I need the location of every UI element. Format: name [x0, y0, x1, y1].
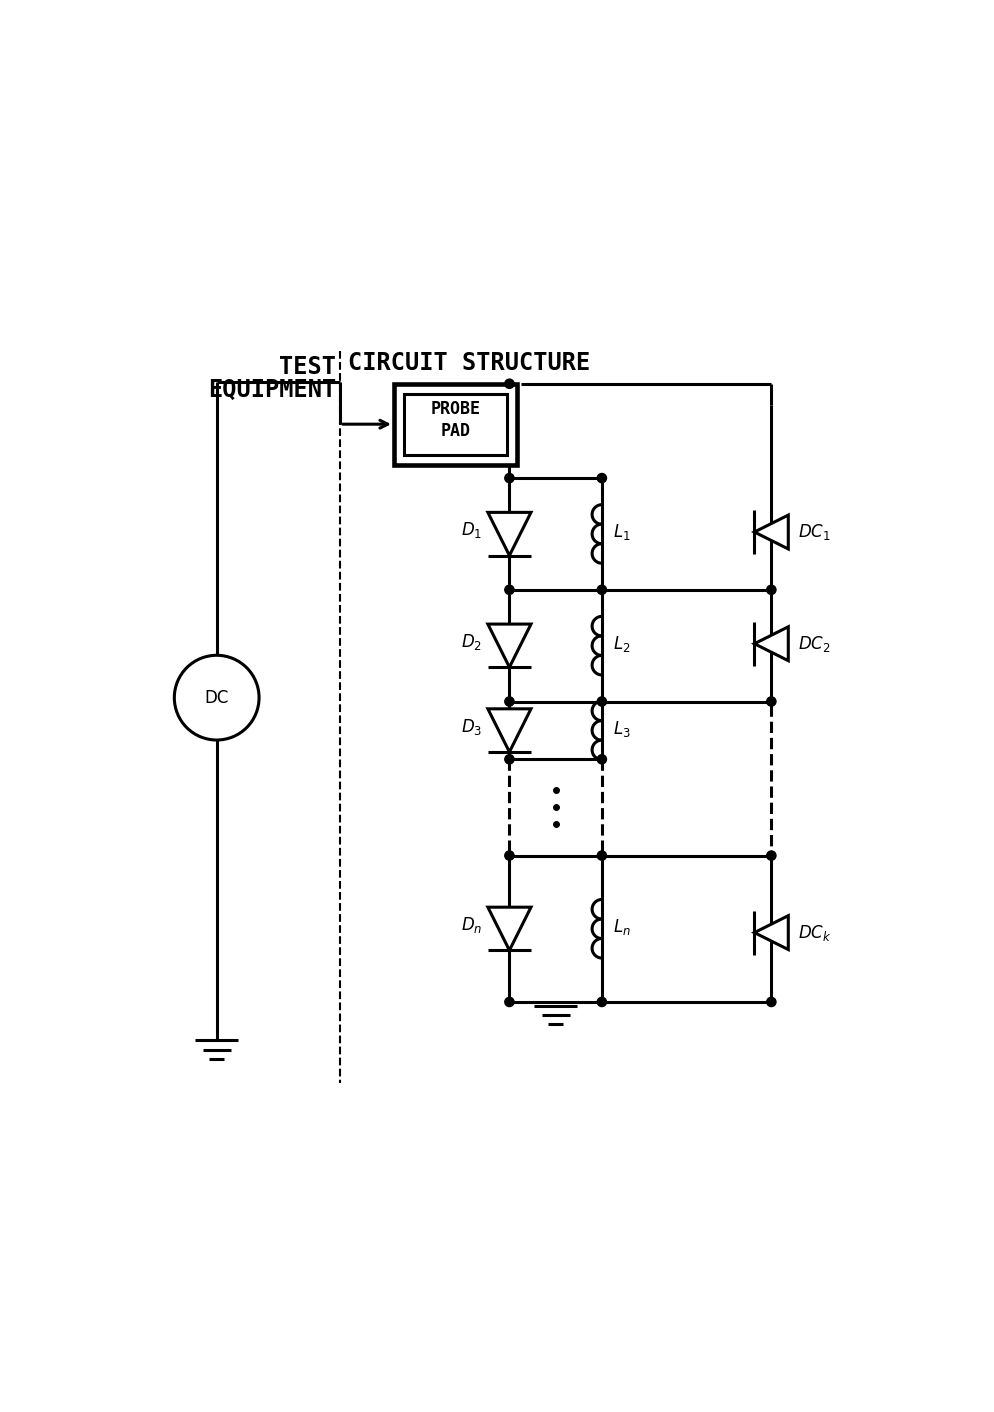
Bar — [404, 394, 507, 455]
Circle shape — [766, 997, 776, 1007]
Circle shape — [505, 851, 514, 860]
Polygon shape — [488, 709, 531, 753]
Text: $L_1$: $L_1$ — [613, 522, 631, 542]
Circle shape — [505, 754, 514, 764]
Circle shape — [597, 851, 606, 860]
Circle shape — [597, 473, 606, 483]
Text: $D_3$: $D_3$ — [461, 716, 482, 737]
Text: TEST: TEST — [279, 354, 336, 378]
Circle shape — [766, 585, 776, 594]
Circle shape — [597, 698, 606, 706]
Circle shape — [505, 698, 514, 706]
Text: $L_n$: $L_n$ — [613, 918, 631, 938]
Circle shape — [766, 851, 776, 860]
Text: PROBE
PAD: PROBE PAD — [430, 400, 480, 441]
Circle shape — [505, 378, 514, 388]
Polygon shape — [754, 915, 788, 949]
Circle shape — [505, 997, 514, 1007]
Text: DC: DC — [205, 689, 229, 706]
Circle shape — [505, 473, 514, 483]
Circle shape — [505, 585, 514, 594]
Text: $DC_1$: $DC_1$ — [797, 522, 830, 542]
Polygon shape — [488, 907, 531, 950]
Polygon shape — [754, 515, 788, 549]
Polygon shape — [488, 513, 531, 555]
Text: $L_3$: $L_3$ — [613, 719, 631, 738]
Text: $D_1$: $D_1$ — [461, 520, 482, 541]
Text: EQUIPMENT: EQUIPMENT — [208, 378, 336, 402]
Circle shape — [766, 698, 776, 706]
Polygon shape — [754, 627, 788, 661]
Text: $DC_2$: $DC_2$ — [797, 634, 830, 654]
Circle shape — [597, 997, 606, 1007]
Text: $D_n$: $D_n$ — [461, 915, 482, 935]
Text: CIRCUIT STRUCTURE: CIRCUIT STRUCTURE — [348, 352, 589, 376]
Circle shape — [174, 655, 259, 740]
Circle shape — [597, 585, 606, 594]
Bar — [394, 384, 517, 465]
Text: $L_2$: $L_2$ — [613, 634, 631, 654]
Circle shape — [597, 754, 606, 764]
Text: $D_2$: $D_2$ — [461, 631, 482, 652]
Polygon shape — [488, 624, 531, 668]
Text: $DC_k$: $DC_k$ — [797, 922, 831, 943]
